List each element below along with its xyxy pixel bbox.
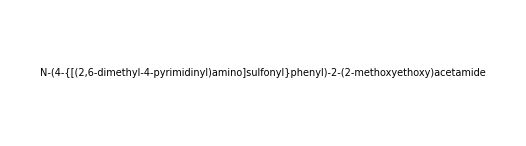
Text: N-(4-{[(2,6-dimethyl-4-pyrimidinyl)amino]sulfonyl}phenyl)-2-(2-methoxyethoxy)ace: N-(4-{[(2,6-dimethyl-4-pyrimidinyl)amino…: [40, 68, 486, 78]
